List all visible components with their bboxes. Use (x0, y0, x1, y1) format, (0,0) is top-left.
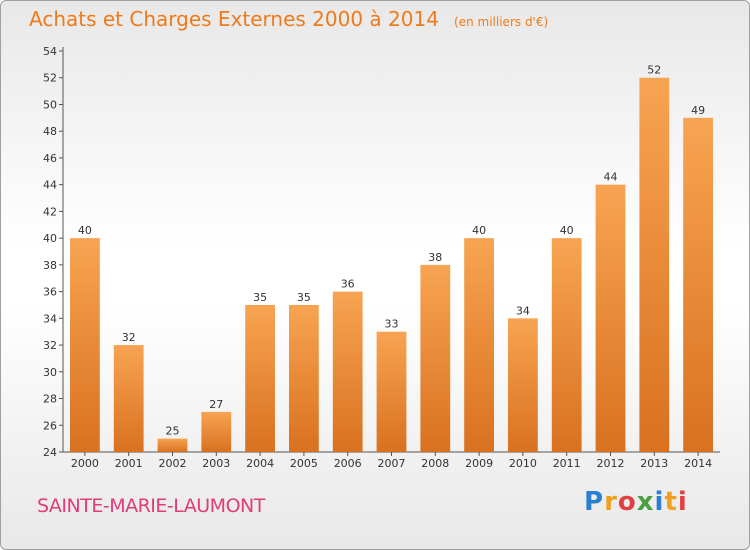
x-tick-label: 2001 (115, 457, 143, 470)
y-tick-label: 32 (43, 339, 57, 352)
y-tick-label: 52 (43, 72, 57, 85)
bar (595, 184, 626, 452)
x-tick-label: 2009 (465, 457, 493, 470)
bar (683, 117, 713, 452)
bar (551, 238, 582, 452)
logo-letter: P (584, 487, 605, 517)
bar-value-label: 44 (604, 171, 618, 184)
x-tick-label: 2002 (159, 457, 187, 470)
y-tick-label: 36 (43, 286, 57, 299)
x-tick-label: 2010 (509, 457, 537, 470)
y-tick-label: 30 (43, 366, 57, 379)
x-tick-label: 2005 (290, 457, 318, 470)
bar-value-label: 52 (647, 64, 661, 77)
bar (289, 304, 319, 452)
y-tick-label: 50 (43, 98, 57, 111)
y-tick-label: 34 (43, 312, 57, 325)
bar (508, 318, 538, 452)
bar-value-label: 35 (253, 291, 267, 304)
bar-value-label: 32 (122, 331, 136, 344)
logo-letter: o (617, 487, 637, 517)
x-tick-label: 2003 (202, 457, 230, 470)
y-tick-label: 28 (43, 393, 57, 406)
bar (420, 264, 451, 452)
bar-value-label: 33 (385, 318, 399, 331)
x-tick-label: 2008 (421, 457, 449, 470)
y-tick-label: 44 (43, 179, 57, 192)
bar (201, 411, 232, 452)
chart-bars: 40 32 25 27 35 35 36 33 38 40 34 40 44 52 49 (70, 64, 713, 452)
commune-name: SAINTE-MARIE-LAUMONT (37, 495, 265, 517)
x-tick-label: 2004 (246, 457, 274, 470)
y-tick-label: 46 (43, 152, 57, 165)
x-tick-label: 2014 (684, 457, 712, 470)
logo-letter: i (654, 487, 665, 517)
y-tick-label: 40 (43, 232, 57, 245)
chart-axes: 24 26 28 30 32 34 36 38 40 42 44 46 48 50 52 54 2000 2001… (43, 45, 720, 470)
bar-value-label: 27 (209, 398, 223, 411)
y-tick-label: 24 (43, 446, 57, 459)
bar (464, 238, 494, 452)
bar (113, 345, 144, 452)
chart-title: Achats et Charges Externes 2000 à 2014 (29, 7, 439, 31)
bar-value-label: 25 (166, 425, 180, 438)
x-tick-label: 2012 (597, 457, 625, 470)
bar-value-label: 49 (691, 104, 705, 117)
y-tick-label: 26 (43, 419, 57, 432)
bar-value-label: 40 (472, 224, 486, 237)
bar (376, 331, 407, 452)
bar (157, 438, 188, 452)
logo-letter: t (664, 487, 678, 517)
x-tick-label: 2011 (553, 457, 581, 470)
chart-unit: (en milliers d'€) (454, 15, 549, 29)
bar-value-label: 40 (560, 224, 574, 237)
logo-letter: i (677, 487, 688, 517)
y-tick-label: 42 (43, 205, 57, 218)
x-tick-label: 2007 (378, 457, 406, 470)
y-tick-label: 38 (43, 259, 57, 272)
bar (639, 77, 670, 452)
chart-header: Achats et Charges Externes 2000 à 2014 (… (29, 7, 548, 31)
y-tick-label: 48 (43, 125, 57, 138)
bar-value-label: 36 (341, 278, 355, 291)
x-tick-label: 2006 (334, 457, 362, 470)
bar-value-label: 40 (78, 224, 92, 237)
bar (245, 304, 275, 452)
bar (70, 238, 100, 452)
logo-letter: r (604, 487, 618, 517)
bar (332, 291, 363, 452)
bar-value-label: 34 (516, 304, 530, 317)
logo-letter: x (636, 487, 655, 517)
bar-value-label: 38 (428, 251, 442, 264)
x-tick-label: 2000 (71, 457, 99, 470)
x-tick-label: 2013 (640, 457, 668, 470)
y-tick-label: 54 (43, 45, 57, 58)
bar-value-label: 35 (297, 291, 311, 304)
proxiti-logo: Proxiti (584, 487, 688, 517)
